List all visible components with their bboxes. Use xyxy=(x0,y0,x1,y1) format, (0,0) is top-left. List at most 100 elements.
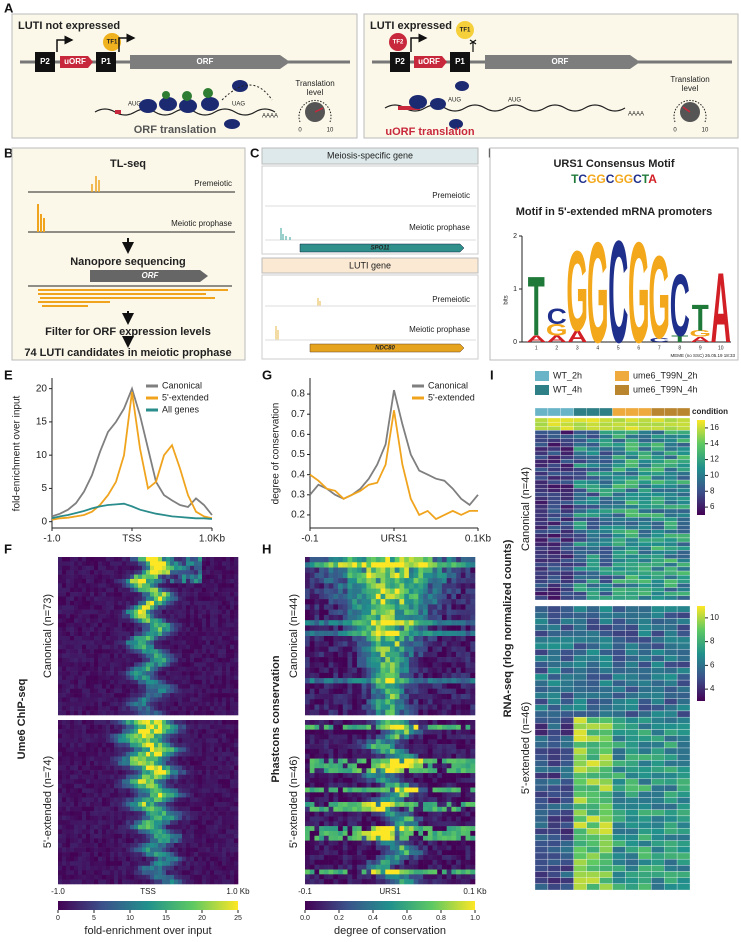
heatmap-cell xyxy=(202,742,207,748)
heatmap-cell xyxy=(214,706,219,711)
heatmap-cell xyxy=(62,724,67,730)
heatmap-cell xyxy=(70,631,75,637)
heatmap-cell xyxy=(74,609,79,615)
heatmap-cell xyxy=(154,679,159,685)
heatmap-cell xyxy=(82,710,87,716)
heatmap-cell xyxy=(78,675,83,681)
heatmap-cell xyxy=(90,747,95,753)
heatmap-cell xyxy=(206,820,211,826)
heatmap-cell xyxy=(226,706,231,711)
heatmap-cell xyxy=(110,679,115,685)
heatmap-cell xyxy=(413,646,419,653)
heatmap-cell xyxy=(130,697,135,703)
heatmap-cell xyxy=(106,565,111,571)
heatmap-cell xyxy=(162,729,167,734)
heatmap xyxy=(58,720,239,885)
heatmap-cell xyxy=(218,684,223,689)
heatmap-cell xyxy=(70,640,75,646)
heatmap-cell xyxy=(154,565,159,571)
heatmap-cell xyxy=(158,644,163,650)
heatmap-cell xyxy=(328,614,334,621)
heatmap-cell xyxy=(404,739,410,745)
heatmap-cell xyxy=(174,679,179,685)
heatmap-cell xyxy=(130,693,135,698)
heatmap-cell xyxy=(408,709,414,716)
heatmap-cell xyxy=(210,838,215,844)
heatmap-cell xyxy=(106,747,111,753)
heatmap-cell xyxy=(110,622,115,628)
heatmap-cell xyxy=(441,588,447,595)
heatmap-cell xyxy=(114,640,119,646)
heatmap-cell xyxy=(86,636,91,641)
heatmap-cell xyxy=(178,797,183,803)
heatmap-cell xyxy=(102,792,107,798)
tf1 xyxy=(103,33,121,51)
heatmap-cell xyxy=(305,641,311,647)
heatmap-cell xyxy=(146,765,151,771)
heatmap-cell xyxy=(338,646,344,653)
heatmap-cell xyxy=(323,720,329,726)
heatmap-cell xyxy=(194,811,199,816)
heatmap-cell xyxy=(74,833,79,839)
heatmap-cell xyxy=(198,614,203,619)
heatmap-cell xyxy=(423,641,429,647)
heatmap-cell xyxy=(98,733,103,739)
heatmap-cell xyxy=(226,802,231,807)
heatmap-cell xyxy=(194,874,199,880)
heatmap-cell xyxy=(150,578,155,584)
heatmap-cell xyxy=(408,753,414,759)
heatmap-cell xyxy=(142,587,147,593)
heatmap-cell xyxy=(206,751,211,757)
heatmap-cell xyxy=(394,609,400,616)
heatmap-cell xyxy=(126,783,131,789)
heatmap-cell xyxy=(66,605,71,610)
heatmap-cell xyxy=(218,779,223,785)
heatmap-cell xyxy=(347,734,353,740)
heatmap-cell xyxy=(78,701,83,707)
heatmap-cell xyxy=(70,583,75,589)
heatmap-cell xyxy=(446,683,452,689)
heatmap-cell xyxy=(166,806,171,812)
heatmap-cell xyxy=(441,753,447,759)
heatmap-cell xyxy=(158,657,163,663)
heatmap-cell xyxy=(470,758,476,764)
heatmap-cell xyxy=(162,802,167,807)
heatmap-cell xyxy=(170,631,175,637)
heatmap-cell xyxy=(150,792,155,798)
heatmap-cell xyxy=(82,724,87,730)
heatmap-cell xyxy=(130,679,135,685)
heatmap-cell xyxy=(194,666,199,672)
heatmap-cell xyxy=(126,627,131,632)
heatmap-cell xyxy=(150,622,155,628)
heatmap-cell xyxy=(361,734,367,740)
heatmap-cell xyxy=(226,779,231,785)
heatmap-cell xyxy=(423,729,429,735)
heatmap-cell xyxy=(446,678,452,684)
heatmap-cell xyxy=(198,815,203,821)
heatmap-cell xyxy=(94,622,99,628)
heatmap-cell xyxy=(110,614,115,619)
heatmap-cell xyxy=(154,802,159,807)
heatmap-cell xyxy=(202,861,207,867)
heatmap-cell xyxy=(456,748,462,755)
heatmap-cell xyxy=(418,763,424,769)
heatmap-cell xyxy=(413,557,419,563)
heatmap-cell xyxy=(390,758,396,764)
heatmap-cell xyxy=(194,609,199,615)
heatmap-cell xyxy=(134,640,139,646)
heatmap-cell xyxy=(130,874,135,880)
heatmap-cell xyxy=(58,675,63,681)
heatmap-cell xyxy=(380,636,386,642)
heatmap-cell xyxy=(305,739,311,745)
heatmap-cell xyxy=(190,779,195,785)
heatmap-cell xyxy=(206,596,211,602)
heatmap-cell xyxy=(437,709,443,716)
heatmap-cell xyxy=(114,806,119,812)
heatmap-cell xyxy=(178,779,183,785)
consensus-letter: G xyxy=(614,172,623,186)
heatmap-cell xyxy=(114,724,119,730)
heatmap-cell xyxy=(418,672,424,679)
x-tick-label: 1.0 Kb xyxy=(226,887,250,896)
heatmap-cell xyxy=(206,640,211,646)
heatmap-cell xyxy=(166,662,171,668)
